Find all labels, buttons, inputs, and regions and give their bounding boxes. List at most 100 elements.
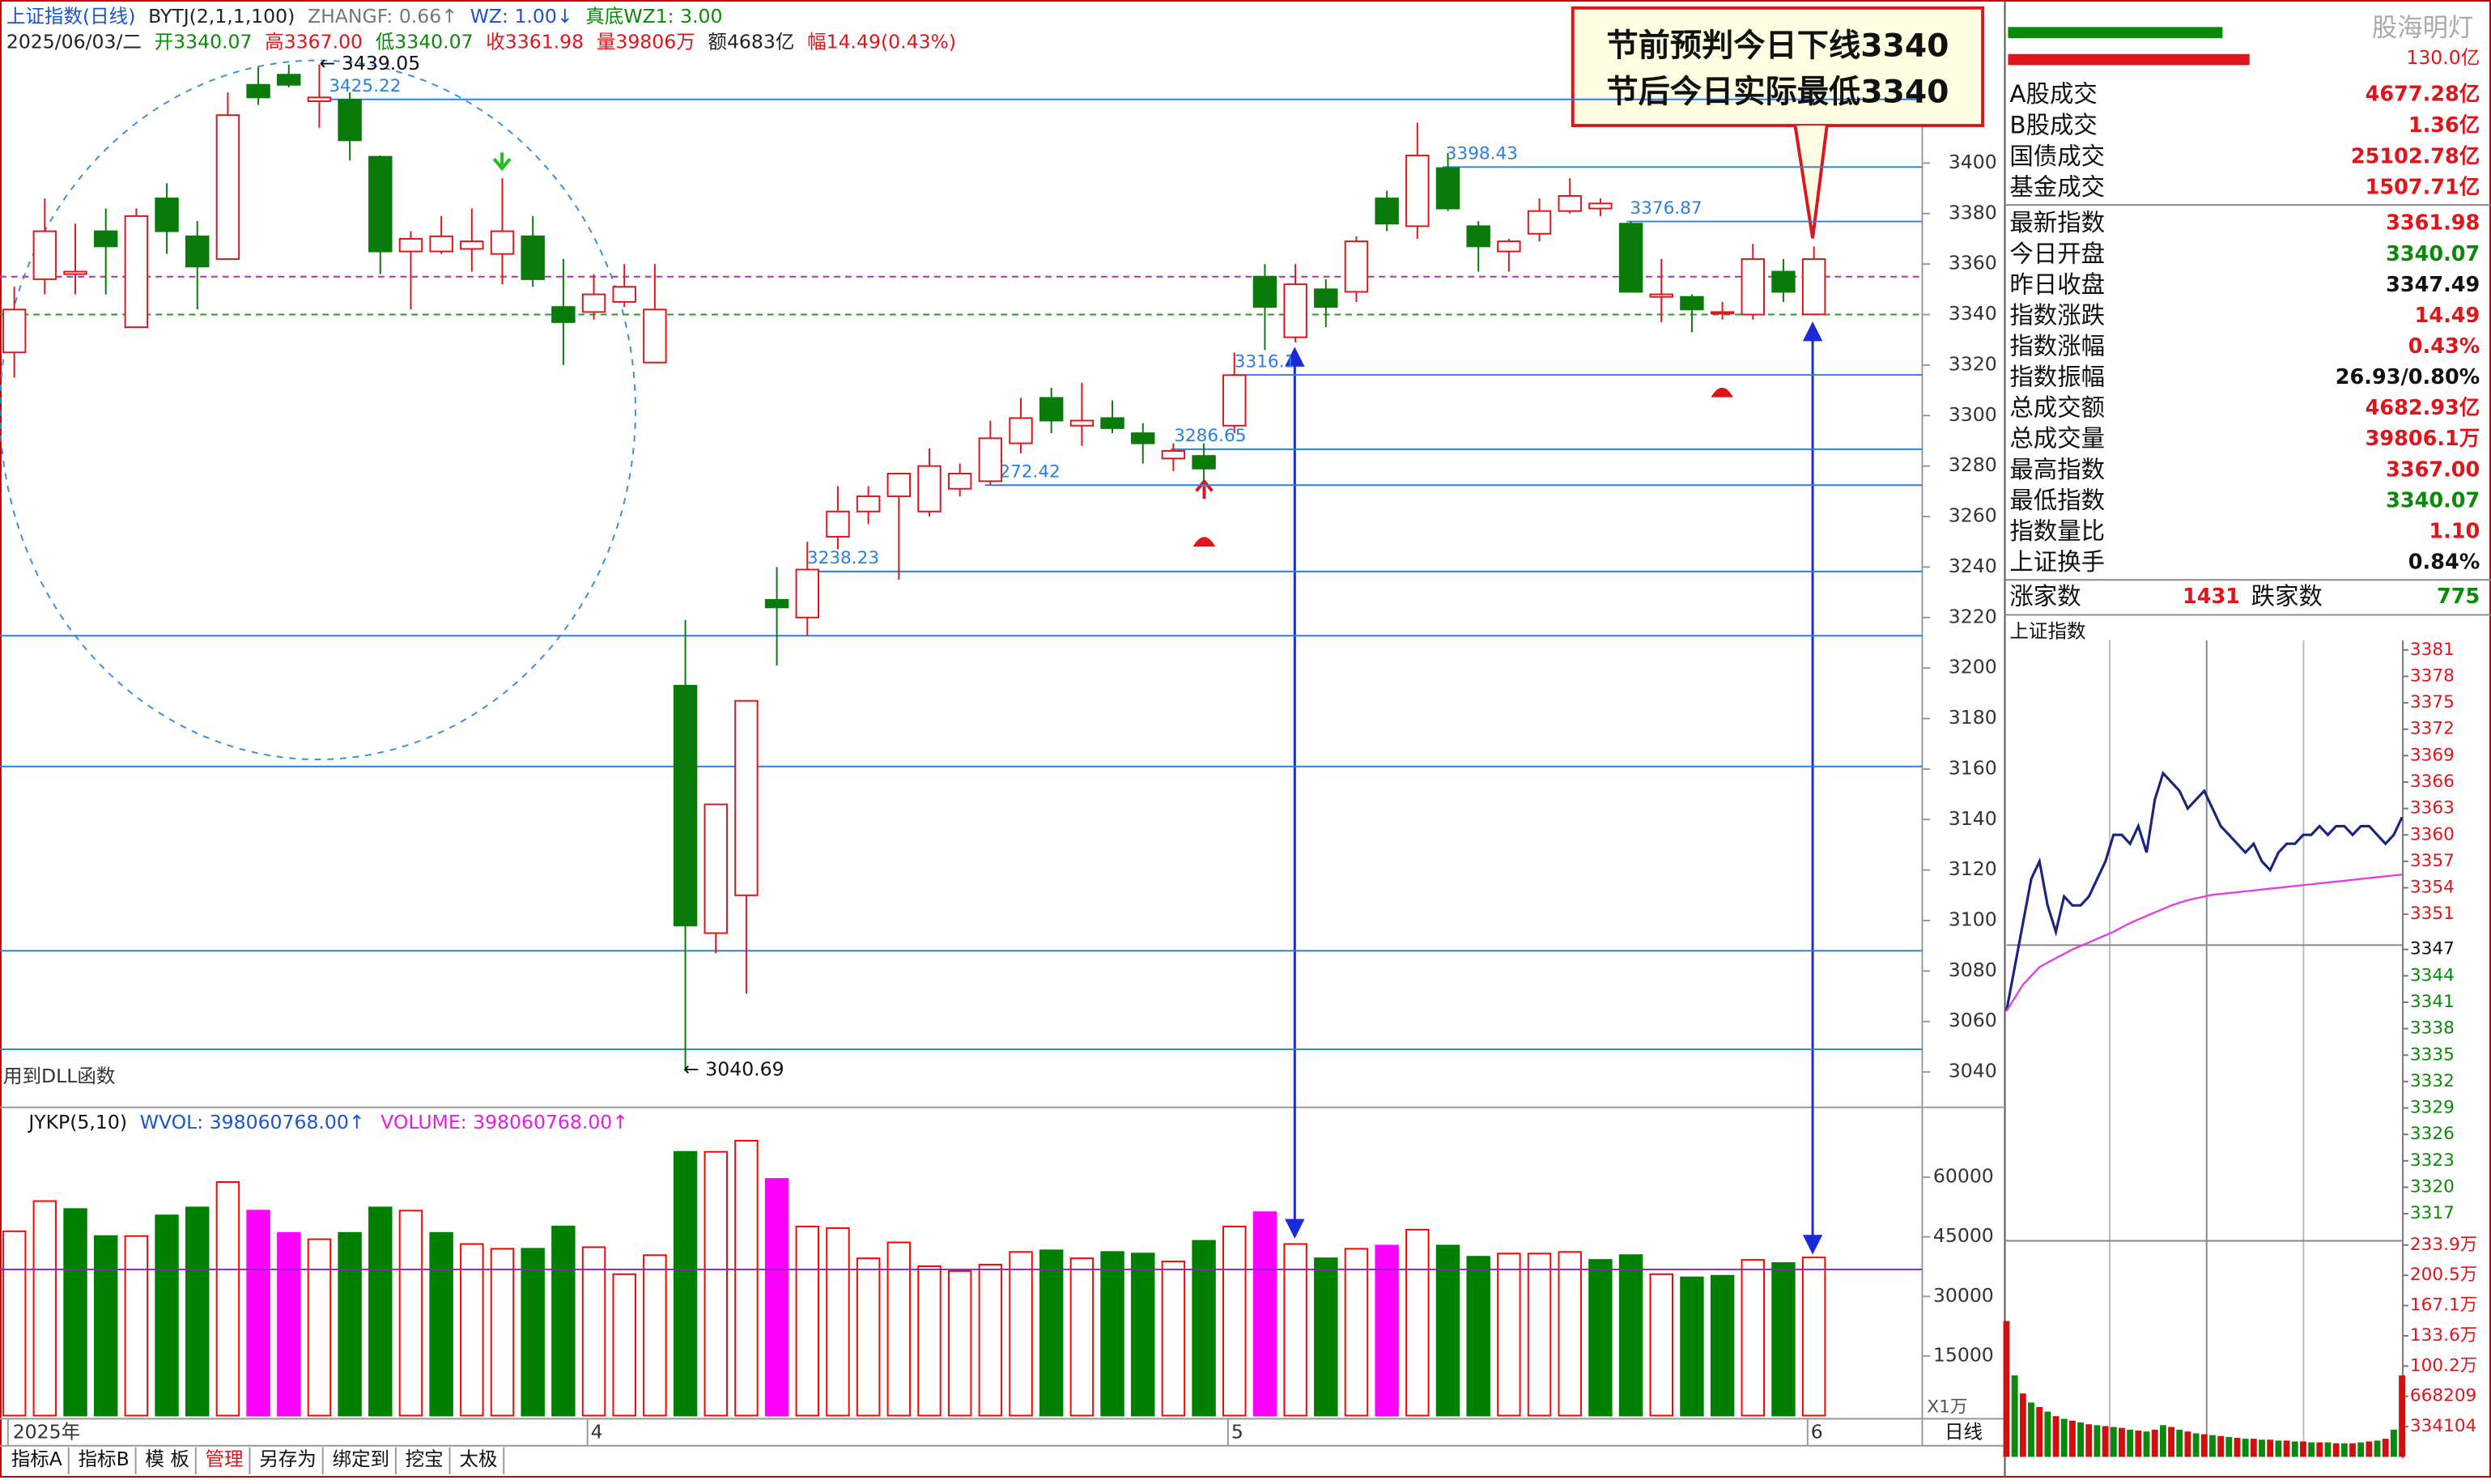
panel-value: 3361.98 xyxy=(2386,211,2480,236)
toolbar-tab[interactable]: 模 板 xyxy=(145,1448,189,1470)
toolbar-tab[interactable]: 挖宝 xyxy=(406,1448,444,1470)
level-label: 3376.87 xyxy=(1630,198,1702,219)
panel-label: 最高指数 xyxy=(2009,456,2105,483)
intraday-volume xyxy=(2357,1442,2365,1457)
y-tick-label: 668209 xyxy=(2410,1386,2476,1406)
y-tick-label: 3372 xyxy=(2410,719,2455,739)
intraday-volume xyxy=(2143,1431,2150,1457)
candle-body xyxy=(1558,194,1582,212)
volume-bar xyxy=(307,1238,332,1417)
volume-bar xyxy=(215,1181,240,1417)
intraday-volume xyxy=(2308,1442,2315,1457)
y-tick-label: 334104 xyxy=(2410,1416,2476,1436)
volume-bar xyxy=(490,1248,515,1417)
candle-body xyxy=(1649,293,1673,298)
callout-pointer xyxy=(1793,125,1829,239)
candle-body xyxy=(1131,432,1155,444)
toolbar-tab[interactable]: 另存为 xyxy=(259,1448,317,1470)
volume-bar xyxy=(1497,1252,1521,1417)
header-text: 收3361.98 xyxy=(486,30,584,53)
y-tick-label: 3360 xyxy=(2410,824,2455,844)
header-text: 上证指数(日线) xyxy=(6,5,136,28)
x-tick-label: 6 xyxy=(1811,1421,1823,1444)
candle-body xyxy=(1588,202,1613,210)
intraday-volume xyxy=(2159,1425,2166,1457)
y-tick-label: 15000 xyxy=(1933,1343,1994,1366)
volume-bar xyxy=(1314,1257,1338,1417)
toolbar-tab[interactable]: 绑定到 xyxy=(332,1448,389,1470)
y-tick-label: 3380 xyxy=(1949,201,1997,223)
candle-body xyxy=(1069,419,1095,427)
volume-bar xyxy=(1801,1257,1826,1417)
intraday-volume xyxy=(2399,1375,2406,1457)
volume-bar xyxy=(917,1265,942,1417)
intraday-volume xyxy=(2366,1441,2373,1457)
volume-bar xyxy=(1466,1256,1490,1417)
header-text: ZHANGF: 0.66↑ xyxy=(308,5,457,28)
toolbar-tab[interactable]: 管理 xyxy=(206,1448,244,1470)
highlight-circle xyxy=(0,59,636,760)
panel-value: 3347.49 xyxy=(2386,273,2480,297)
toolbar-tab[interactable]: 太极 xyxy=(459,1448,497,1470)
y-tick-label: 3040 xyxy=(1949,1060,1997,1082)
volume-bar xyxy=(764,1178,789,1417)
intraday-volume xyxy=(2168,1427,2174,1457)
panel-value: 3340.07 xyxy=(2386,488,2480,512)
candle-body xyxy=(307,96,332,102)
pane-title: JYKP(5,10) xyxy=(27,1111,127,1133)
volume-bar xyxy=(612,1273,636,1417)
volume-bar xyxy=(1405,1228,1430,1417)
candle-body xyxy=(460,240,484,250)
volume-bar xyxy=(886,1241,912,1417)
candle-body xyxy=(643,308,667,364)
y-tick-label: 3400 xyxy=(1949,151,1997,173)
candle-body xyxy=(704,803,728,934)
arrows xyxy=(1285,321,1823,1255)
panel-value: 4677.28亿 xyxy=(2366,83,2480,107)
toolbar-tab[interactable]: 指标B xyxy=(79,1448,130,1470)
panel-label: 指数涨幅 xyxy=(2009,332,2105,359)
volume-bar xyxy=(63,1208,87,1417)
candle-body xyxy=(277,74,301,86)
candle-body xyxy=(764,598,789,609)
volume-bar xyxy=(1680,1276,1704,1417)
volume-bar xyxy=(1161,1261,1186,1417)
candle-body xyxy=(1497,240,1521,253)
candle-body xyxy=(1771,270,1796,293)
y-tick-label: 3366 xyxy=(2410,772,2455,792)
candle-body xyxy=(338,99,362,142)
high-mark: 3439.05 xyxy=(342,52,420,74)
panel-label: B股成交 xyxy=(2009,112,2097,139)
candle-body xyxy=(1161,449,1186,460)
marker-arrow: ← xyxy=(319,52,335,74)
panel-label: 总成交额 xyxy=(2009,394,2105,422)
header-text: 低3340.07 xyxy=(376,30,474,53)
volume-bar xyxy=(1435,1244,1460,1417)
signal-triangle xyxy=(1711,387,1733,398)
x-tick-label: 2025年 xyxy=(13,1421,80,1444)
y-tick-label: 3335 xyxy=(2410,1044,2455,1065)
legend-text: VOLUME: 398060768.00↑ xyxy=(380,1111,628,1133)
candle-body xyxy=(612,286,636,303)
volume-bar xyxy=(277,1231,301,1417)
header-text: 真底WZ1: 3.00 xyxy=(585,5,722,28)
intraday-volume xyxy=(2225,1436,2233,1457)
intraday-volume xyxy=(2119,1427,2125,1457)
y-tick-label: 3347 xyxy=(2410,939,2455,959)
header-text: BYTJ(2,1,1,100) xyxy=(148,5,295,28)
intraday-volume xyxy=(2060,1418,2068,1457)
intraday-volume xyxy=(2085,1424,2093,1457)
candle-body xyxy=(1192,455,1216,470)
panel-value: 3367.00 xyxy=(2386,457,2480,482)
header-text: 幅14.49(0.43%) xyxy=(807,30,956,53)
volume-bar xyxy=(1069,1257,1095,1417)
intraday-volume xyxy=(2102,1426,2109,1457)
panel-value: 26.93/0.80% xyxy=(2336,365,2480,389)
candle-body xyxy=(1801,258,1826,316)
toolbar-tab[interactable]: 指标A xyxy=(11,1448,62,1470)
volume-bar xyxy=(1192,1240,1216,1417)
candle-body xyxy=(1100,417,1124,429)
intraday-volume xyxy=(2209,1435,2216,1457)
panel-value: 1.36亿 xyxy=(2408,113,2480,138)
candle-body xyxy=(521,235,545,280)
